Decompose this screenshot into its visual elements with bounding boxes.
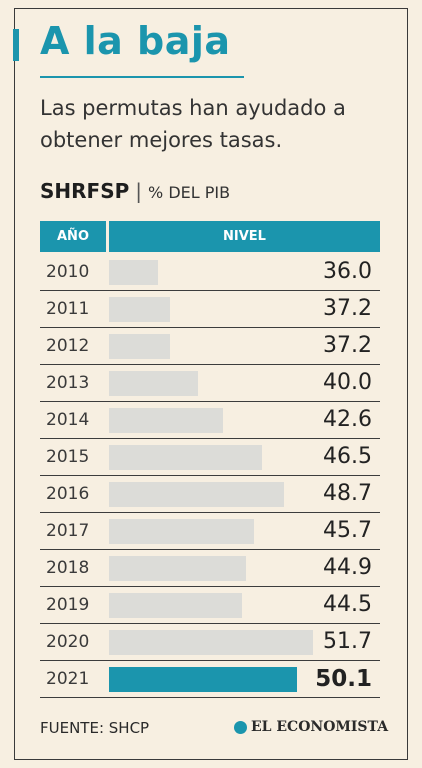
- table-row: 2010 36.0: [40, 254, 380, 291]
- value-label: 46.5: [323, 444, 372, 469]
- year-label: 2020: [46, 632, 90, 652]
- table-row: 2014 42.6: [40, 402, 380, 439]
- year-label: 2014: [46, 410, 90, 430]
- value-bar: [109, 334, 171, 359]
- value-label: 42.6: [323, 407, 372, 432]
- table-row: 2021 50.1: [40, 661, 380, 698]
- year-label: 2012: [46, 336, 90, 356]
- logo-text: EL ECONOMISTA: [251, 719, 389, 735]
- value-bar: [109, 445, 262, 470]
- value-label: 45.7: [323, 518, 372, 543]
- publisher-logo: EL ECONOMISTA: [234, 719, 388, 735]
- source-note: FUENTE: SHCP: [40, 719, 150, 737]
- column-header-level: NIVEL: [109, 221, 380, 252]
- year-label: 2019: [46, 595, 90, 615]
- value-bar: [109, 482, 284, 507]
- table-row: 2020 51.7: [40, 624, 380, 661]
- value-label: 36.0: [323, 259, 372, 284]
- year-label: 2017: [46, 521, 90, 541]
- chart-subtitle: Las permutas han ayudado a obtener mejor…: [40, 96, 346, 152]
- table-row: 2018 44.9: [40, 550, 380, 587]
- value-bar: [109, 630, 314, 655]
- year-label: 2015: [46, 447, 90, 467]
- heading-metric: SHRFSP: [40, 179, 130, 203]
- value-label: 50.1: [315, 666, 372, 692]
- table-row: 2019 44.5: [40, 587, 380, 624]
- year-label: 2013: [46, 373, 90, 393]
- column-header-year: AÑO: [40, 221, 106, 252]
- value-label: 48.7: [323, 481, 372, 506]
- value-label: 40.0: [323, 370, 372, 395]
- table-row: 2016 48.7: [40, 476, 380, 513]
- heading-unit: % DEL PIB: [148, 183, 231, 202]
- table-row: 2013 40.0: [40, 365, 380, 402]
- value-bar: [109, 408, 224, 433]
- value-label: 44.9: [323, 555, 372, 580]
- value-label: 51.7: [323, 629, 372, 654]
- year-label: 2011: [46, 299, 90, 319]
- year-label: 2021: [46, 669, 90, 689]
- chart-title: A la baja: [40, 19, 231, 63]
- value-label: 37.2: [323, 296, 372, 321]
- value-label: 37.2: [323, 333, 372, 358]
- title-underline: [40, 76, 244, 78]
- value-label: 44.5: [323, 592, 372, 617]
- value-bar: [109, 556, 247, 581]
- year-label: 2018: [46, 558, 90, 578]
- chart-frame: [14, 8, 408, 760]
- table-row: 2012 37.2: [40, 328, 380, 365]
- heading-separator: |: [135, 179, 143, 203]
- table-row: 2017 45.7: [40, 513, 380, 550]
- table-row: 2011 37.2: [40, 291, 380, 328]
- title-accent-bar: [13, 29, 19, 61]
- value-bar: [109, 519, 254, 544]
- logo-mark-icon: [234, 720, 247, 734]
- value-bar: [109, 260, 159, 285]
- value-bar: [109, 371, 198, 396]
- table-heading: SHRFSP | % DEL PIB: [40, 178, 230, 206]
- value-bar: [109, 297, 171, 322]
- table-row: 2015 46.5: [40, 439, 380, 476]
- value-bar: [109, 667, 298, 692]
- year-label: 2016: [46, 484, 90, 504]
- year-label: 2010: [46, 262, 90, 282]
- value-bar: [109, 593, 243, 618]
